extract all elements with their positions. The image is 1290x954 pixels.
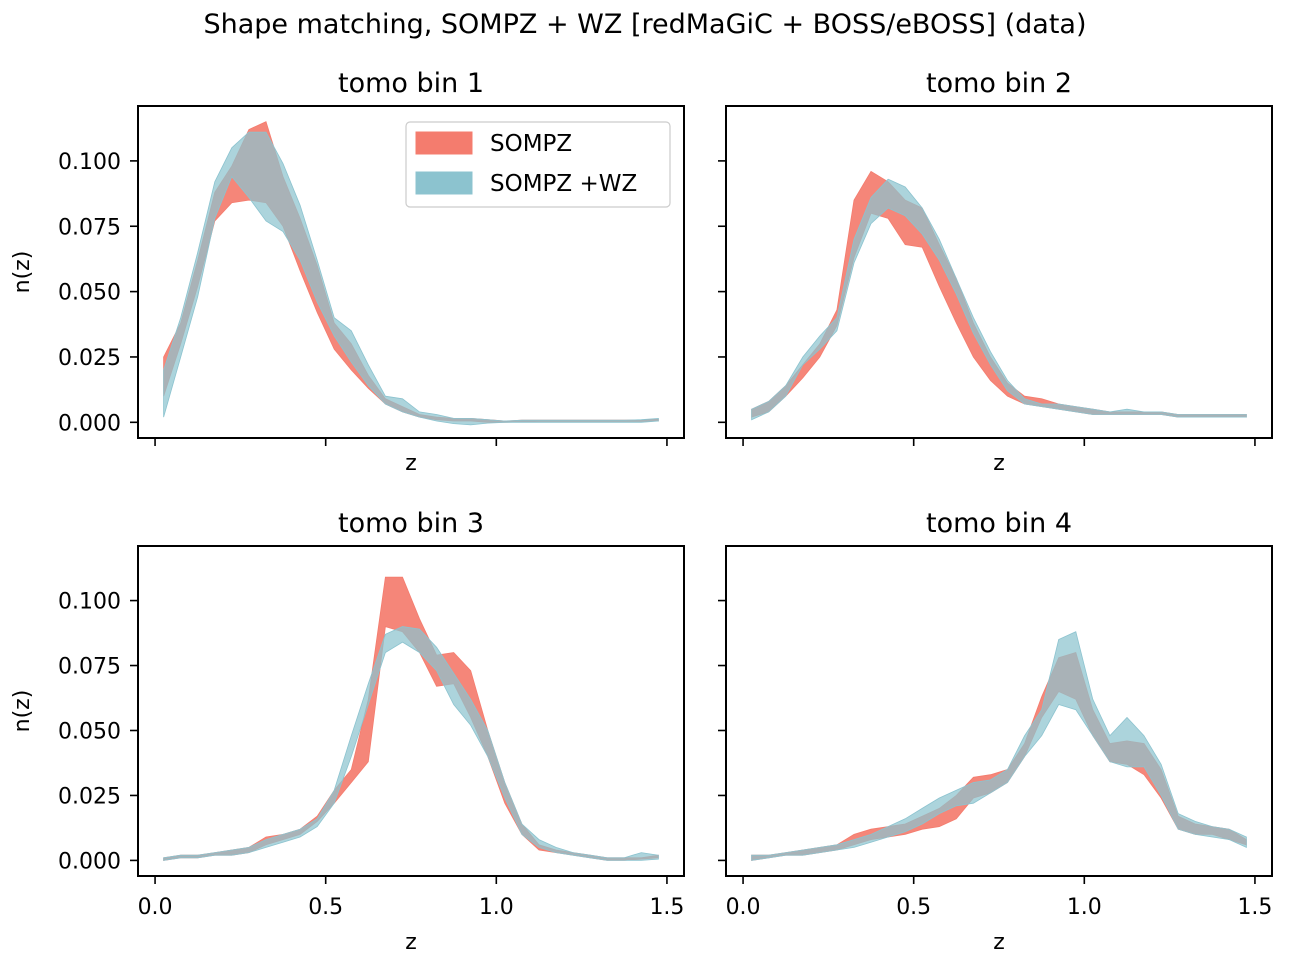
y-axis-label: n(z) [10,690,35,733]
subplot-title: tomo bin 4 [926,508,1072,539]
axes-frame [137,105,685,439]
band-sompz [751,170,1247,418]
axes-frame [725,545,1273,877]
panel-tomo-bin-3: 0.0 0.5 1.0 1.5 0.000 0.025 0.050 0.075 0.100 tom… [10,508,685,954]
subplot-grid: 0.000 0.025 0.050 0.075 0.100 tomo bin 1 z n(z)… [10,68,1273,954]
band-sompz [751,652,1247,861]
x-tick-label: 0.5 [896,895,931,920]
y-tick-label: 0.025 [58,346,121,371]
y-tick-label: 0.075 [58,215,121,240]
y-tick-label: 0.000 [58,411,121,436]
legend-swatch-sompz-wz [415,171,473,195]
x-axis-label: z [993,451,1005,476]
y-axis-label: n(z) [10,251,35,294]
x-axis-label: z [405,451,417,476]
figure-title: Shape matching, SOMPZ + WZ [redMaGiC + B… [203,9,1086,40]
x-tick-label: 0.5 [308,895,343,920]
x-tick-label: 1.5 [1237,895,1272,920]
legend-label-sompz: SOMPZ [490,131,572,157]
subplot-title: tomo bin 3 [338,508,484,539]
band-sompz-wz [163,626,659,861]
band-sompz [163,576,659,861]
x-tick-label: 0.0 [726,895,761,920]
legend-label-sompz-wz: SOMPZ +WZ [490,171,637,197]
panel-tomo-bin-2: tomo bin 2 z [718,68,1273,476]
y-tick-label: 0.100 [58,590,121,615]
x-axis-label: z [993,930,1005,954]
y-tick-label: 0.100 [58,150,121,175]
y-tick-label: 0.050 [58,281,121,306]
panel-tomo-bin-1: 0.000 0.025 0.050 0.075 0.100 tomo bin 1 z n(z) [10,68,685,476]
subplot-title: tomo bin 2 [926,68,1072,99]
y-tick-label: 0.000 [58,849,121,874]
subplot-title: tomo bin 1 [338,68,484,99]
legend-swatch-sompz [415,131,473,155]
y-tick-label: 0.075 [58,655,121,680]
x-tick-label: 1.0 [479,895,514,920]
band-sompz-wz [751,631,1247,861]
axes-frame [725,105,1273,439]
x-tick-label: 1.0 [1067,895,1102,920]
panel-tomo-bin-4: 0.0 0.5 1.0 1.5 tomo bin 4 z [718,508,1273,954]
axes-frame [137,545,685,877]
band-sompz-wz [751,178,1247,421]
y-tick-label: 0.050 [58,719,121,744]
x-tick-label: 1.5 [649,895,684,920]
legend: SOMPZ SOMPZ +WZ [405,121,671,208]
band-sompz-wz [163,131,659,426]
x-axis-label: z [405,930,417,954]
y-tick-label: 0.025 [58,784,121,809]
x-tick-label: 0.0 [138,895,173,920]
